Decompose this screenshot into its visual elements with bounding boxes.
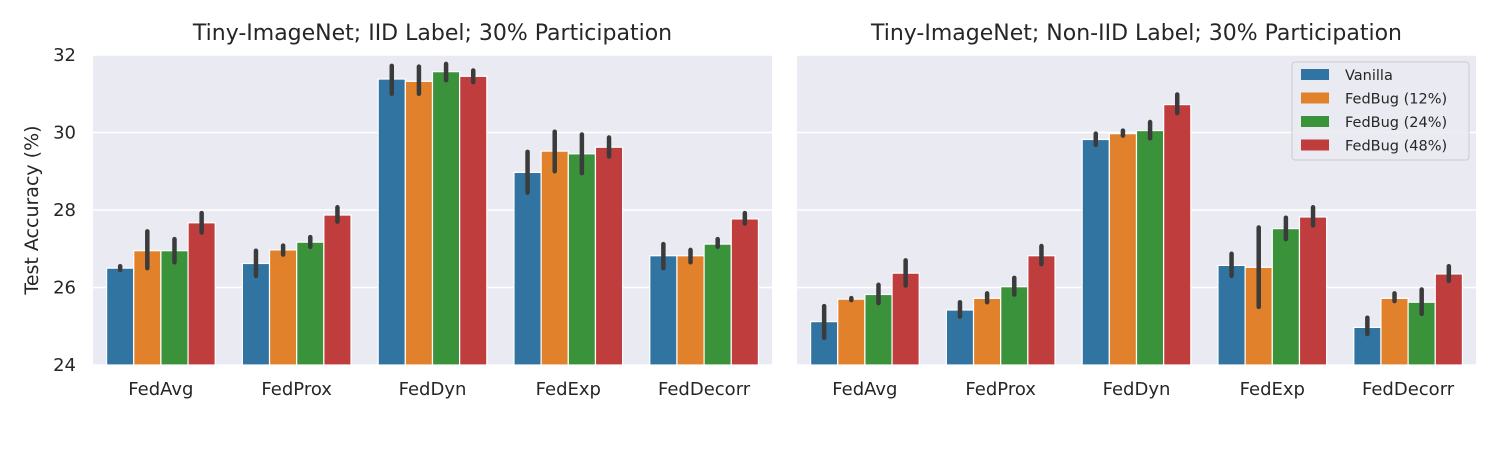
y-axis-label: Test Accuracy (%) [21,125,43,295]
bar-fedprox-fedbug-24 [1000,286,1029,366]
bar-fedprox-fedbug-24 [296,241,325,366]
legend-label-fedbug-24: FedBug (24%) [1345,115,1447,131]
bar-feddyn-fedbug-48 [1163,103,1192,366]
bar-feddyn-fedbug-12 [404,80,434,366]
x-tick-label: FedDyn [1103,379,1171,400]
bar-fedexp-fedbug-24 [1271,228,1301,366]
bar-fedexp-fedbug-48 [1298,216,1328,366]
y-tick-label: 32 [53,45,76,66]
y-tick-label: 28 [53,200,76,221]
y-tick-label: 30 [53,123,76,144]
bar-feddyn-fedbug-48 [459,75,488,366]
x-tick-label: FedExp [536,379,601,400]
bar-fedexp-vanilla [513,171,542,366]
legend-swatch-fedbug-12 [1301,92,1329,104]
legend-swatch-fedbug-24 [1301,116,1329,127]
bar-feddecorr-fedbug-12 [676,255,705,366]
bar-feddyn-fedbug-12 [1108,133,1138,366]
chart-title: Tiny-ImageNet; Non-IID Label; 30% Partic… [870,21,1402,46]
legend-swatch-vanilla [1301,69,1329,80]
bar-feddecorr-fedbug-48 [1434,273,1464,366]
bar-fedavg-vanilla [105,267,135,366]
legend-box [1291,61,1470,161]
bar-fedexp-fedbug-24 [567,153,597,366]
bar-fedavg-fedbug-12 [837,298,866,366]
legend-swatch-fedbug-48 [1301,139,1329,151]
x-tick-label: FedDecorr [1362,379,1455,400]
bar-fedprox-vanilla [241,262,271,366]
chart-title: Tiny-ImageNet; IID Label; 30% Participat… [192,21,672,46]
x-tick-label: FedProx [965,379,1036,400]
bar-feddyn-fedbug-24 [431,71,461,366]
bar-feddecorr-vanilla [649,255,678,366]
x-tick-label: FedDyn [399,379,467,400]
bar-feddecorr-fedbug-12 [1380,297,1409,366]
bar-fedprox-fedbug-12 [268,249,298,366]
bar-fedprox-vanilla [945,309,975,366]
bar-fedexp-fedbug-12 [540,150,569,366]
bar-fedavg-fedbug-24 [160,250,189,366]
legend-label-fedbug-12: FedBug (12%) [1345,92,1447,108]
bar-fedavg-fedbug-48 [187,222,216,366]
x-tick-label: FedDecorr [658,379,751,400]
legend-label-fedbug-48: FedBug (48%) [1345,139,1447,155]
bar-fedprox-fedbug-48 [1027,255,1056,366]
chart-panel-1: FedAvg FedProx FedDyn FedExp FedDecorr 24 26 28… [21,21,772,400]
x-tick-label: FedExp [1240,379,1305,400]
bar-fedexp-fedbug-48 [594,146,624,366]
bar-feddyn-vanilla [377,78,406,366]
chart-panel-2: FedAvg FedProx FedDyn FedExp FedDecorr Tiny-I… [797,21,1476,400]
y-tick-label: 24 [53,355,76,376]
bar-fedprox-fedbug-48 [323,214,352,366]
y-tick-label: 26 [53,278,76,299]
bar-feddecorr-vanilla [1353,326,1382,366]
x-tick-label: FedAvg [832,379,897,400]
bar-feddyn-vanilla [1081,138,1110,366]
bar-feddecorr-fedbug-48 [730,218,760,366]
x-tick-label: FedProx [261,379,332,400]
legend-label-vanilla: Vanilla [1345,68,1393,84]
bar-feddyn-fedbug-24 [1135,129,1165,366]
bar-feddecorr-fedbug-24 [703,243,732,366]
x-tick-label: FedAvg [128,379,193,400]
bar-fedavg-vanilla [809,321,839,366]
bar-fedexp-vanilla [1217,264,1246,366]
legend: Vanilla FedBug (12%) FedBug (24%) FedBug (4… [1291,61,1470,161]
bar-fedprox-fedbug-12 [972,297,1002,366]
